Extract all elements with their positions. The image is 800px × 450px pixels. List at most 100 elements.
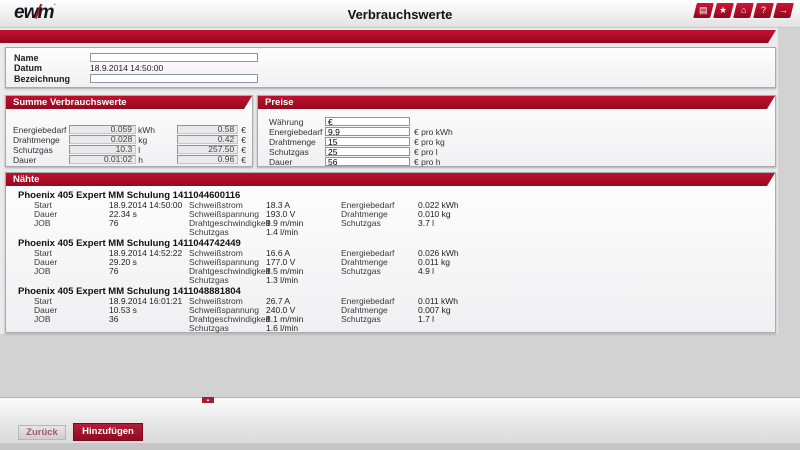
logo-trademark: · — [53, 2, 57, 9]
weld-row: Drahtgeschwindigkeit9.9 m/min — [189, 219, 303, 228]
weld-consumption-group: Energiebedarf 0.011 kWh Drahtmenge 0.007 kg… — [341, 297, 458, 324]
price-unit: € pro kg — [414, 136, 445, 147]
summary-row-energy: Energiebedarf 0.059 kWh 0.58 € — [13, 124, 246, 135]
weld-row: Dauer 10.53 s — [34, 306, 182, 315]
weld-consumption-value: 0.010 kg — [418, 209, 451, 219]
weld-info-group: Start 18.9.2014 14:52:22 Dauer 29.20 s JOB 76 — [34, 249, 182, 276]
summary-cost-field: 0.58 — [176, 125, 239, 134]
weld-row: Schutzgas 1.6 l/min — [189, 324, 303, 333]
summary-unit: kWh — [137, 124, 155, 135]
weld-process-group: Schweißstrom 16.6 A Schweißspannung 177.0 V… — [189, 249, 303, 285]
add-button[interactable]: Hinzufügen — [73, 423, 143, 441]
favorites-icon[interactable]: ★ — [713, 3, 734, 18]
weld-consumption-label: Schutzgas — [341, 218, 381, 228]
weld-row: Schweißspannung 177.0 V — [189, 258, 303, 267]
weld-block: Phoenix 405 Expert MM Schulung 141104460… — [13, 190, 775, 238]
main-accent-bar — [0, 30, 776, 43]
weld-process-value: 1.6 l/min — [266, 323, 299, 333]
home-icon[interactable]: ⌂ — [733, 3, 754, 18]
weld-consumption-value: 0.022 kWh — [418, 200, 459, 210]
logout-icon[interactable]: → — [773, 3, 794, 18]
summary-unit: l — [138, 144, 141, 155]
summary-row-gas: Schutzgas 10.3 l 257.50 € — [13, 144, 246, 155]
weld-info-label: Start — [34, 248, 52, 258]
price-duration-input[interactable] — [325, 157, 410, 166]
price-energy-input[interactable] — [325, 127, 410, 136]
prices-panel-title: Preise — [258, 96, 775, 109]
weld-title: Phoenix 405 Expert MM Schulung 141104460… — [18, 190, 241, 201]
weld-process-value: 9.9 m/min — [266, 218, 304, 228]
weld-list: Phoenix 405 Expert MM Schulung 141104460… — [6, 186, 775, 334]
welds-panel-title: Nähte — [6, 173, 775, 186]
weld-info-label: Dauer — [34, 305, 58, 315]
collapse-strip — [0, 397, 800, 417]
name-row: Name — [14, 53, 775, 63]
weld-process-label: Drahtgeschwindigkeit — [189, 218, 270, 228]
price-row-duration: Dauer € pro h — [269, 157, 769, 167]
summary-label: Dauer — [13, 154, 37, 165]
weld-process-group: Schweißstrom 18.3 A Schweißspannung 193.0 V… — [189, 201, 303, 237]
weld-row: Drahtmenge 0.011 kg — [341, 258, 459, 267]
weld-process-label: Schutzgas — [189, 323, 229, 333]
price-unit: € pro l — [414, 146, 438, 157]
summary-cost-field: 257.50 — [176, 145, 239, 154]
price-wire-input[interactable] — [325, 137, 410, 146]
weld-process-value: 1.3 l/min — [266, 275, 299, 285]
weld-block: Phoenix 405 Expert MM Schulung 141104474… — [13, 238, 775, 286]
price-row-currency: Währung — [269, 116, 769, 127]
weld-info-group: Start 18.9.2014 16:01:21 Dauer 10.53 s JOB 36 — [34, 297, 182, 324]
weld-row: Drahtmenge 0.007 kg — [341, 306, 458, 315]
weld-row: Schweißspannung 193.0 V — [189, 210, 303, 219]
weld-row: Energiebedarf 0.026 kWh — [341, 249, 459, 258]
designation-input[interactable] — [90, 74, 258, 83]
weld-block: Phoenix 405 Expert MM Schulung 141104888… — [13, 286, 775, 334]
summary-panel: Summe Verbrauchswerte Energiebedarf 0.05… — [5, 95, 253, 167]
welds-panel: Nähte Phoenix 405 Expert MM Schulung 141… — [5, 172, 776, 333]
weld-consumption-label: Schutzgas — [341, 266, 381, 276]
weld-row: Schweißstrom 16.6 A — [189, 249, 303, 258]
price-gas-input[interactable] — [325, 147, 410, 156]
weld-info-value: 18.9.2014 14:50:00 — [109, 200, 183, 210]
details-panel: Name Datum 18.9.2014 14:50:00 Bezeichnun… — [5, 47, 776, 88]
print-icon[interactable]: ▤ — [693, 3, 714, 18]
header-toolbar: ▤ ★ ⌂ ? → — [692, 3, 794, 18]
price-row-energy: Energiebedarf € pro kWh — [269, 126, 769, 137]
weld-info-label: Start — [34, 296, 52, 306]
app-header: ew/m· Verbrauchswerte ▤ ★ ⌂ ? → — [0, 0, 800, 28]
weld-consumption-label: Energiebedarf — [341, 296, 395, 306]
weld-info-group: Start 18.9.2014 14:50:00 Dauer 22.34 s JOB 76 — [34, 201, 182, 228]
weld-row: Energiebedarf 0.011 kWh — [341, 297, 458, 306]
summary-unit: h — [138, 154, 143, 165]
weld-consumption-value: 0.011 kWh — [418, 296, 459, 306]
weld-process-value: 18.3 A — [266, 200, 291, 210]
price-label: Währung — [269, 116, 304, 127]
weld-info-label: Dauer — [34, 209, 58, 219]
weld-process-value: 177.0 V — [266, 257, 296, 267]
price-unit: € pro kWh — [414, 126, 453, 137]
weld-info-value: 22.34 s — [109, 209, 137, 219]
back-button[interactable]: Zurück — [18, 425, 66, 440]
weld-process-value: 240.0 V — [266, 305, 296, 315]
weld-consumption-label: Drahtmenge — [341, 209, 388, 219]
weld-row: Drahtgeschwindigkeit8.5 m/min — [189, 267, 303, 276]
summary-currency: € — [241, 134, 246, 145]
weld-row: Drahtgeschwindigkeit8.1 m/min — [189, 315, 303, 324]
weld-process-label: Schweißspannung — [189, 257, 259, 267]
collapse-tab[interactable]: ▲ — [202, 397, 214, 403]
weld-info-value: 18.9.2014 14:52:22 — [109, 248, 183, 258]
weld-row: Start 18.9.2014 16:01:21 — [34, 297, 182, 306]
summary-panel-title: Summe Verbrauchswerte — [6, 96, 252, 109]
summary-body: Energiebedarf 0.059 kWh 0.58 € Drahtmeng… — [6, 109, 252, 165]
price-row-wire: Drahtmenge € pro kg — [269, 136, 769, 147]
help-icon[interactable]: ? — [753, 3, 774, 18]
name-input[interactable] — [90, 53, 258, 62]
weld-info-value: 36 — [109, 314, 119, 324]
currency-input[interactable] — [325, 117, 410, 126]
weld-info-value: 18.9.2014 16:01:21 — [109, 296, 183, 306]
weld-consumption-value: 0.011 kg — [418, 257, 450, 267]
weld-process-value: 26.7 A — [266, 296, 291, 306]
weld-process-label: Schweißstrom — [189, 248, 243, 258]
weld-process-label: Schweißspannung — [189, 305, 259, 315]
weld-process-label: Schweißspannung — [189, 209, 259, 219]
weld-process-label: Schweißstrom — [189, 296, 243, 306]
